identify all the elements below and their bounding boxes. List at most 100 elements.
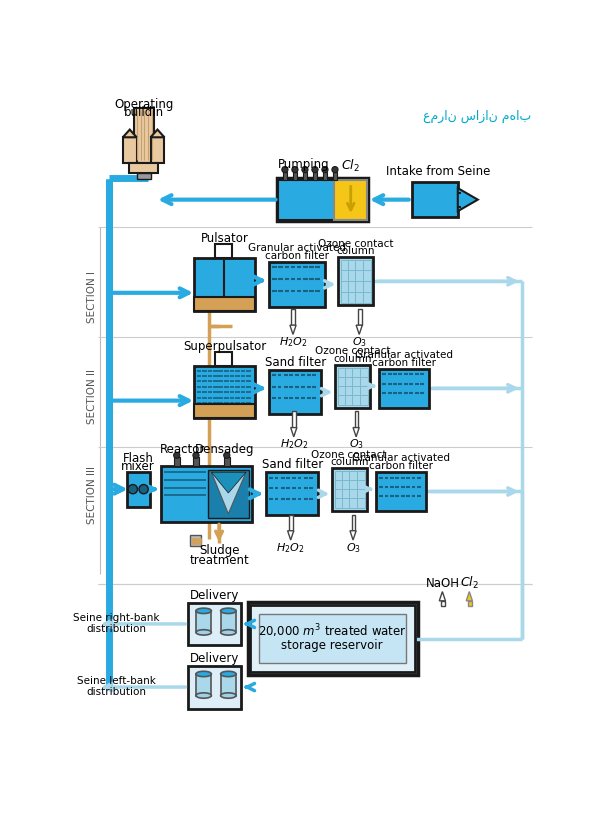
Text: distribution: distribution bbox=[87, 686, 147, 696]
Polygon shape bbox=[188, 666, 240, 709]
Text: Delivery: Delivery bbox=[190, 589, 239, 602]
Text: Sludge: Sludge bbox=[199, 544, 239, 558]
Polygon shape bbox=[136, 173, 150, 179]
Ellipse shape bbox=[221, 693, 236, 698]
Ellipse shape bbox=[196, 671, 212, 676]
Polygon shape bbox=[150, 137, 165, 164]
Polygon shape bbox=[161, 466, 252, 522]
Text: column: column bbox=[333, 354, 371, 364]
Text: carbon filter: carbon filter bbox=[369, 461, 433, 471]
Polygon shape bbox=[199, 538, 201, 544]
Polygon shape bbox=[332, 468, 367, 511]
Polygon shape bbox=[188, 603, 240, 645]
Circle shape bbox=[312, 166, 318, 173]
Polygon shape bbox=[291, 427, 297, 437]
Polygon shape bbox=[193, 456, 199, 466]
Polygon shape bbox=[313, 172, 317, 180]
Polygon shape bbox=[350, 531, 356, 540]
Text: carbon filter: carbon filter bbox=[372, 358, 436, 368]
Text: NaOH: NaOH bbox=[426, 577, 459, 589]
Polygon shape bbox=[356, 325, 362, 334]
Text: column: column bbox=[330, 457, 368, 467]
Polygon shape bbox=[353, 427, 359, 437]
Polygon shape bbox=[212, 472, 246, 493]
Text: Ozone contact: Ozone contact bbox=[311, 450, 387, 460]
Circle shape bbox=[174, 452, 180, 458]
Text: Flash: Flash bbox=[123, 452, 154, 465]
Ellipse shape bbox=[221, 671, 236, 676]
Polygon shape bbox=[335, 365, 370, 408]
Polygon shape bbox=[412, 182, 458, 217]
Text: $H_2O_2$: $H_2O_2$ bbox=[279, 437, 308, 451]
Text: Granular activated: Granular activated bbox=[355, 350, 453, 360]
Circle shape bbox=[292, 166, 298, 173]
Polygon shape bbox=[224, 456, 230, 466]
Text: buildin: buildin bbox=[124, 106, 163, 120]
Polygon shape bbox=[458, 188, 478, 212]
Ellipse shape bbox=[196, 630, 212, 635]
Polygon shape bbox=[289, 515, 293, 531]
Polygon shape bbox=[194, 258, 255, 310]
Polygon shape bbox=[303, 172, 307, 180]
Polygon shape bbox=[197, 538, 198, 544]
Polygon shape bbox=[212, 472, 246, 514]
Polygon shape bbox=[196, 674, 212, 696]
Circle shape bbox=[128, 485, 138, 494]
Text: Granular activated: Granular activated bbox=[352, 453, 450, 463]
Text: $H_2O_2$: $H_2O_2$ bbox=[279, 335, 307, 349]
Text: Reactor: Reactor bbox=[160, 442, 206, 456]
Text: $H_2O_2$: $H_2O_2$ bbox=[276, 541, 305, 554]
Text: Granular activated: Granular activated bbox=[248, 243, 346, 253]
Polygon shape bbox=[194, 405, 255, 418]
Text: Seine left-bank: Seine left-bank bbox=[78, 675, 156, 686]
Text: Sand filter: Sand filter bbox=[264, 355, 326, 369]
Polygon shape bbox=[127, 472, 150, 507]
Text: Sand filter: Sand filter bbox=[261, 458, 323, 471]
Text: storage reservoir: storage reservoir bbox=[281, 639, 383, 652]
Polygon shape bbox=[250, 604, 415, 672]
Text: $\mathit{Cl}_2$: $\mathit{Cl}_2$ bbox=[460, 575, 479, 591]
Text: carbon filter: carbon filter bbox=[265, 251, 329, 261]
Text: Superpulsator: Superpulsator bbox=[183, 340, 266, 354]
Text: عمران سازان مهاب: عمران سازان مهاب bbox=[423, 110, 531, 123]
Ellipse shape bbox=[221, 630, 236, 635]
Text: $\mathit{Cl}_2$: $\mathit{Cl}_2$ bbox=[341, 158, 360, 174]
Polygon shape bbox=[150, 130, 165, 137]
Text: treatment: treatment bbox=[189, 553, 249, 567]
Polygon shape bbox=[195, 538, 196, 544]
Circle shape bbox=[139, 485, 148, 494]
Polygon shape bbox=[196, 611, 212, 632]
Polygon shape bbox=[192, 538, 194, 544]
Circle shape bbox=[302, 166, 308, 173]
Polygon shape bbox=[352, 515, 355, 531]
Circle shape bbox=[332, 166, 338, 173]
Polygon shape bbox=[293, 172, 297, 180]
Polygon shape bbox=[215, 244, 232, 258]
Text: Operating: Operating bbox=[114, 98, 173, 110]
Polygon shape bbox=[290, 325, 296, 334]
Polygon shape bbox=[379, 369, 429, 408]
Polygon shape bbox=[278, 180, 367, 220]
Polygon shape bbox=[221, 611, 236, 632]
Polygon shape bbox=[376, 472, 426, 511]
Polygon shape bbox=[468, 601, 472, 606]
Text: Delivery: Delivery bbox=[190, 652, 239, 665]
Text: Seine right-bank: Seine right-bank bbox=[73, 613, 160, 623]
Polygon shape bbox=[291, 309, 295, 325]
Ellipse shape bbox=[196, 608, 212, 614]
Text: Pumping: Pumping bbox=[278, 158, 329, 171]
Polygon shape bbox=[123, 130, 136, 137]
Text: Intake from Seine: Intake from Seine bbox=[386, 165, 490, 178]
Polygon shape bbox=[466, 592, 472, 601]
Polygon shape bbox=[269, 370, 322, 415]
Polygon shape bbox=[323, 172, 327, 180]
Text: SECTION I: SECTION I bbox=[87, 271, 97, 323]
Text: Ozone contact: Ozone contact bbox=[314, 346, 390, 356]
Text: $O_3$: $O_3$ bbox=[352, 335, 367, 349]
Text: Densadeg: Densadeg bbox=[195, 442, 254, 456]
Polygon shape bbox=[269, 262, 325, 307]
Polygon shape bbox=[288, 531, 294, 540]
Polygon shape bbox=[248, 603, 418, 675]
Text: column: column bbox=[336, 247, 374, 257]
Text: distribution: distribution bbox=[87, 624, 147, 634]
